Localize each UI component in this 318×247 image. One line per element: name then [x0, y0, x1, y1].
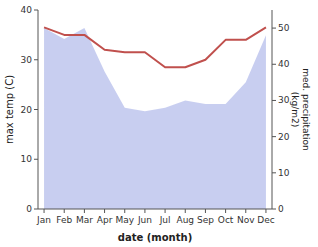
y-tick [34, 159, 38, 160]
x-tick-label: Jan [36, 215, 51, 225]
y-tick-label: 30 [21, 55, 33, 65]
x-tick-label: Aug [176, 215, 194, 225]
y-tick [34, 109, 38, 110]
y2-tick-label: 10 [278, 168, 290, 178]
x-tick [144, 209, 145, 213]
x-axis-line [38, 209, 272, 210]
y-tick-label: 20 [21, 105, 33, 115]
y-axis-label: max temp (C) [4, 75, 15, 144]
y2-axis-label-line: (kg/m2) [290, 92, 300, 127]
chart-container: 0 10 20 30 40 0 10 20 30 40 50 Jan Feb Mar AprMayJun Ju… [0, 0, 318, 247]
y2-tick-label: 40 [278, 59, 290, 69]
y-tick-label: 40 [21, 5, 33, 15]
x-tick [245, 209, 246, 213]
y2-tick [272, 209, 276, 210]
y2-tick [272, 100, 276, 101]
y-tick [34, 209, 38, 210]
x-tick-label: Oct [218, 215, 234, 225]
y-tick [34, 59, 38, 60]
x-tick [185, 209, 186, 213]
x-tick-label: Mar [76, 215, 93, 225]
x-tick [225, 209, 226, 213]
x-tick-label: Nov [237, 215, 255, 225]
plot-area [44, 27, 266, 209]
y2-tick [272, 64, 276, 65]
x-tick-label: Feb [56, 215, 72, 225]
y-tick-label: 10 [21, 154, 33, 164]
x-tick-label: Jun [137, 215, 152, 225]
y2-tick [272, 172, 276, 173]
x-tick-label: Sep [197, 215, 214, 225]
y2-tick-label: 50 [278, 23, 290, 33]
x-tick [165, 209, 166, 213]
y2-axis-label: med. precipitation(kg/m2) [290, 68, 311, 150]
y2-tick-label: 30 [278, 95, 290, 105]
x-tick-label: Apr [97, 215, 113, 225]
x-tick [44, 209, 45, 213]
y2-tick-label: 0 [278, 204, 284, 214]
right-axis-line [272, 10, 273, 209]
y2-tick-label: 20 [278, 132, 290, 142]
y-tick [34, 10, 38, 11]
y-tick-label: 0 [26, 204, 32, 214]
y2-tick [272, 136, 276, 137]
x-tick [265, 209, 266, 213]
precipitation-area [44, 28, 266, 209]
x-tick [124, 209, 125, 213]
x-tick-label: Dec [257, 215, 274, 225]
x-axis-label: date (month) [118, 232, 192, 243]
x-tick [104, 209, 105, 213]
x-tick [205, 209, 206, 213]
x-tick-label: Jul [159, 215, 171, 225]
x-tick-label: May [115, 215, 134, 225]
temperature-line [44, 27, 266, 67]
y2-axis-label-line: med. precipitation [301, 68, 311, 150]
y2-tick [272, 28, 276, 29]
x-tick [84, 209, 85, 213]
x-tick [64, 209, 65, 213]
chart-svg: 0 10 20 30 40 0 10 20 30 40 50 Jan Feb Mar AprMayJun Ju… [0, 0, 318, 247]
